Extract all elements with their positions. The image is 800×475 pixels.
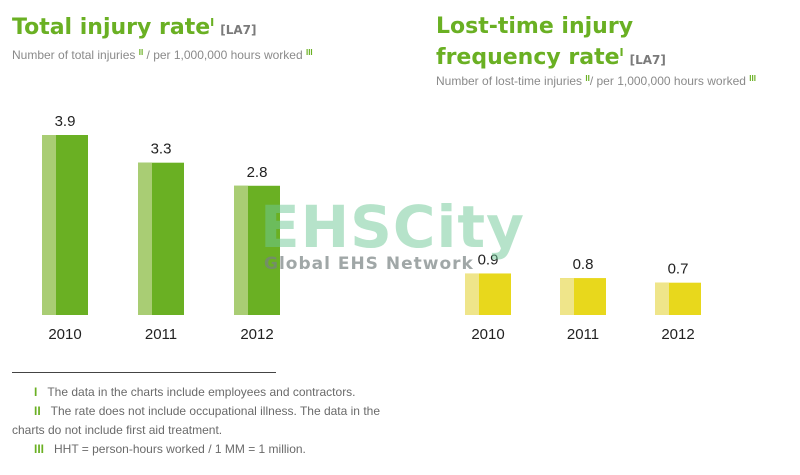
right-bar-shade-2012: [655, 282, 669, 315]
footnote-ii: II The rate does not include occupational…: [12, 402, 412, 440]
right-category-label-2011: 2011: [567, 326, 599, 343]
footnote-iii-text: HHT = person-hours worked / 1 MM = 1 mil…: [54, 442, 306, 456]
footnotes: I The data in the charts include employee…: [12, 383, 412, 459]
left-category-label-2012: 2012: [240, 326, 273, 343]
footnote-divider: [12, 372, 276, 373]
left-bar-shade-2011: [138, 162, 152, 315]
right-bar-label-2012: 0.7: [668, 261, 689, 278]
left-bar-label-2012: 2.8: [247, 164, 268, 181]
right-chart-title-line2: frequency rate: [436, 45, 620, 70]
left-category-label-2011: 2011: [145, 326, 177, 343]
right-category-label-2012: 2012: [661, 326, 694, 343]
left-bar-shade-2012: [234, 185, 248, 315]
right-title-tag: [LA7]: [629, 53, 666, 67]
right-subtitle-marker-ii: II: [585, 74, 590, 83]
right-chart-title: Lost-time injury frequency rateI [LA7]: [436, 14, 666, 73]
right-bar-shade-2010: [465, 273, 479, 315]
right-title-footnote-marker: I: [619, 46, 624, 59]
left-chart-title: Total injury rateI [LA7]: [12, 10, 257, 43]
right-chart-subtitle: Number of lost-time injuries II/ per 1,0…: [436, 74, 756, 88]
right-chart-title-line1: Lost-time injury: [436, 14, 634, 39]
right-category-label-2010: 2010: [471, 326, 504, 343]
left-subtitle-marker-iii: III: [305, 48, 313, 57]
right-bar-shade-2011: [560, 278, 574, 315]
footnote-i: I The data in the charts include employee…: [12, 383, 412, 402]
left-bar-label-2010: 3.9: [55, 113, 76, 130]
right-bar-label-2011: 0.8: [573, 256, 594, 273]
left-chart-subtitle: Number of total injuries II / per 1,000,…: [12, 48, 313, 62]
left-subtitle-unit: / per 1,000,000 hours worked: [143, 48, 303, 62]
left-subtitle-text: Number of total injuries: [12, 48, 136, 62]
footnote-i-text: The data in the charts include employees…: [47, 385, 356, 399]
right-subtitle-unit: / per 1,000,000 hours worked: [589, 74, 746, 88]
left-title-footnote-marker: I: [210, 16, 215, 29]
footnote-ii-text: The rate does not include occupational i…: [12, 404, 380, 437]
left-bar-label-2011: 3.3: [151, 141, 172, 158]
right-subtitle-text: Number of lost-time injuries: [436, 74, 583, 88]
footnote-iii-marker: III: [34, 442, 45, 456]
left-category-label-2010: 2010: [48, 326, 81, 343]
left-bar-shade-2010: [42, 135, 56, 315]
right-bar-label-2010: 0.9: [478, 251, 499, 268]
right-subtitle-marker-iii: III: [749, 74, 756, 83]
footnote-iii: III HHT = person-hours worked / 1 MM = 1 …: [12, 440, 412, 459]
footnote-ii-marker: II: [34, 404, 41, 418]
left-title-tag: [LA7]: [220, 23, 257, 37]
left-chart-title-text: Total injury rate: [12, 15, 211, 40]
left-subtitle-marker-ii: II: [138, 48, 144, 57]
footnote-i-marker: I: [34, 385, 38, 399]
